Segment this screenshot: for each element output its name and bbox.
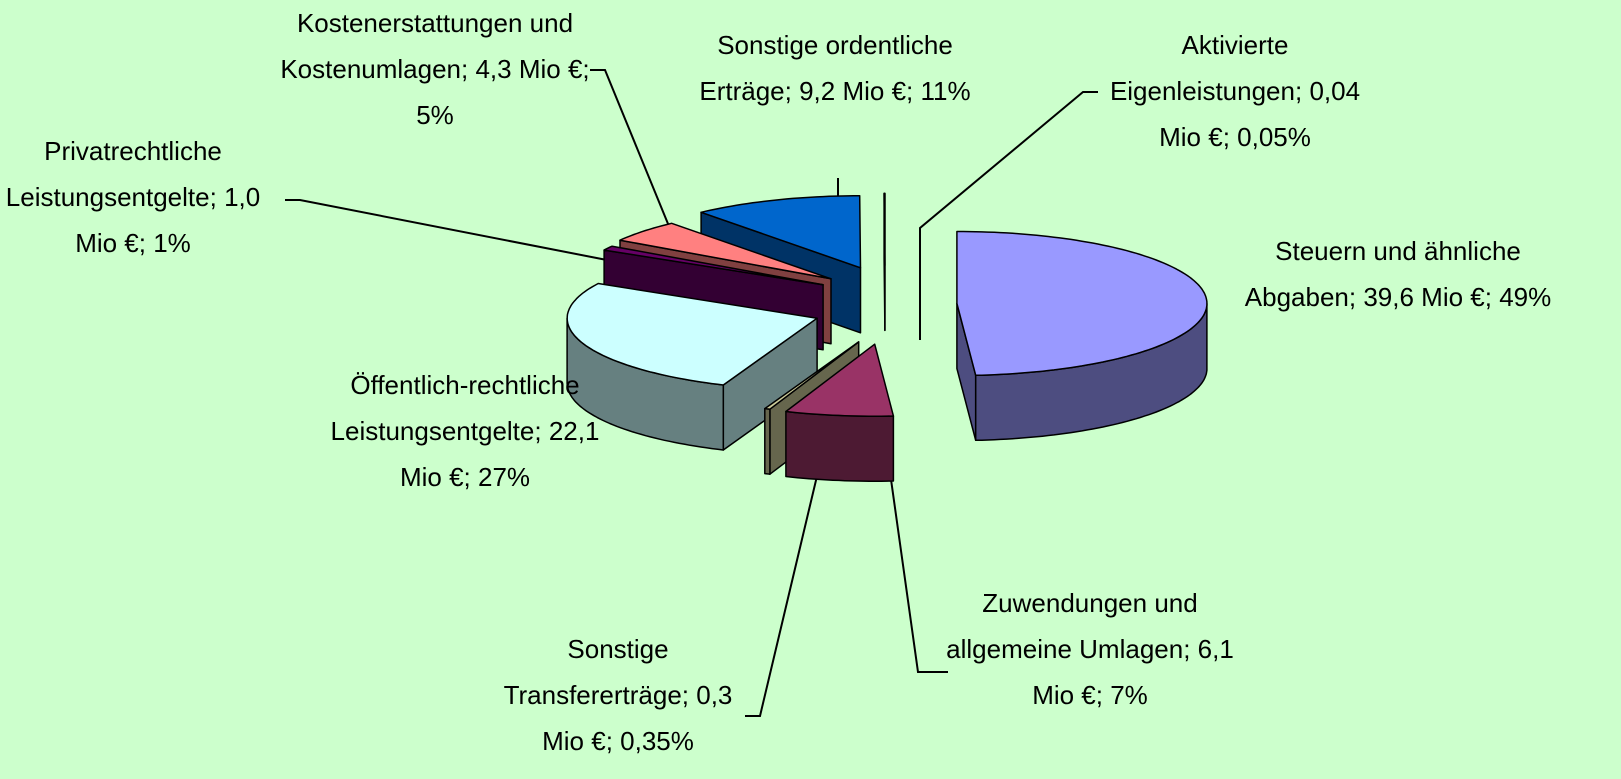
separator: ; [784, 76, 800, 106]
amount-label: 9,2 Mio € [799, 76, 907, 106]
separator: ; [906, 76, 921, 106]
value-label: 0,05% [1237, 122, 1311, 152]
value-label: 5% [416, 100, 454, 130]
slice-label: Kostenerstattungen und Kostenumlagen; 4,… [280, 0, 590, 138]
amount-label: 0,04 Mio € [1159, 76, 1361, 152]
separator: ; [681, 680, 697, 710]
category: Steuern und ähnliche Abgaben [1244, 236, 1521, 312]
leader-line [285, 199, 659, 271]
slice-label: Sonstige ordentliche Erträge; 9,2 Mio €;… [683, 22, 988, 114]
separator: ; [1183, 634, 1198, 664]
slice [700, 195, 862, 269]
leader-line [887, 457, 948, 673]
value-label: 7% [1110, 680, 1148, 710]
amount-label: 22,1 Mio € [399, 416, 600, 492]
slice-side [764, 407, 771, 475]
separator: ; [1294, 76, 1310, 106]
category: Öffentlich-rechtliche Leistungsentgelte [330, 370, 580, 446]
separator: ; [463, 462, 478, 492]
separator: ; [534, 416, 549, 446]
category: Privatrechtliche Leistungsentgelte [5, 136, 222, 212]
slice [619, 222, 832, 280]
slice [603, 245, 824, 286]
amount-label: 1,0 Mio € [75, 182, 261, 258]
pie [566, 192, 1208, 482]
slice-label: Steuern und ähnliche Abgaben; 39,6 Mio €… [1233, 228, 1563, 320]
slice-label: Aktivierte Eigenleistungen; 0,04 Mio €; … [1095, 22, 1375, 160]
slice [764, 341, 860, 410]
value-label: 11% [920, 76, 971, 106]
separator: ; [1348, 282, 1364, 312]
value-label: 49% [1499, 282, 1552, 312]
separator: ; [209, 182, 225, 212]
leader-line [745, 454, 823, 717]
category: Kostenerstattungen und Kostenumlagen [280, 8, 574, 84]
separator: ; [138, 228, 154, 258]
category: Sonstige ordentliche Erträge [699, 30, 953, 106]
slice-side [785, 410, 895, 482]
value-label: 27% [477, 462, 531, 492]
slice [883, 192, 886, 267]
slice-label: Öffentlich-rechtliche Leistungsentgelte;… [315, 362, 615, 500]
leader-line [590, 69, 683, 259]
slice [566, 282, 818, 386]
separator: ; [1095, 680, 1111, 710]
value-label: 0,35% [620, 726, 694, 756]
slice-label: Zuwendungen und allgemeine Umlagen; 6,1 … [930, 580, 1250, 718]
slice-label: Sonstige Transfererträge; 0,3 Mio €; 0,3… [493, 626, 743, 764]
separator: ; [582, 54, 590, 84]
slice [956, 230, 1208, 377]
amount-label: 39,6 Mio € [1363, 282, 1485, 312]
amount-label: 6,1 Mio € [1032, 634, 1234, 710]
separator: ; [1484, 282, 1500, 312]
leader-line [919, 91, 1098, 340]
category: Aktivierte Eigenleistungen [1109, 30, 1295, 106]
amount-label: 0,3 Mio € [542, 680, 733, 756]
category: Sonstige Transfererträge [503, 634, 682, 710]
separator: ; [1222, 122, 1238, 152]
separator: ; [461, 54, 476, 84]
slice-label: Privatrechtliche Leistungsentgelte; 1,0 … [0, 128, 273, 266]
amount-label: 4,3 Mio € [475, 54, 583, 84]
value-label: 1% [153, 228, 191, 258]
separator: ; [605, 726, 621, 756]
slice [785, 343, 895, 417]
category: Zuwendungen und allgemeine Umlagen [946, 588, 1198, 664]
